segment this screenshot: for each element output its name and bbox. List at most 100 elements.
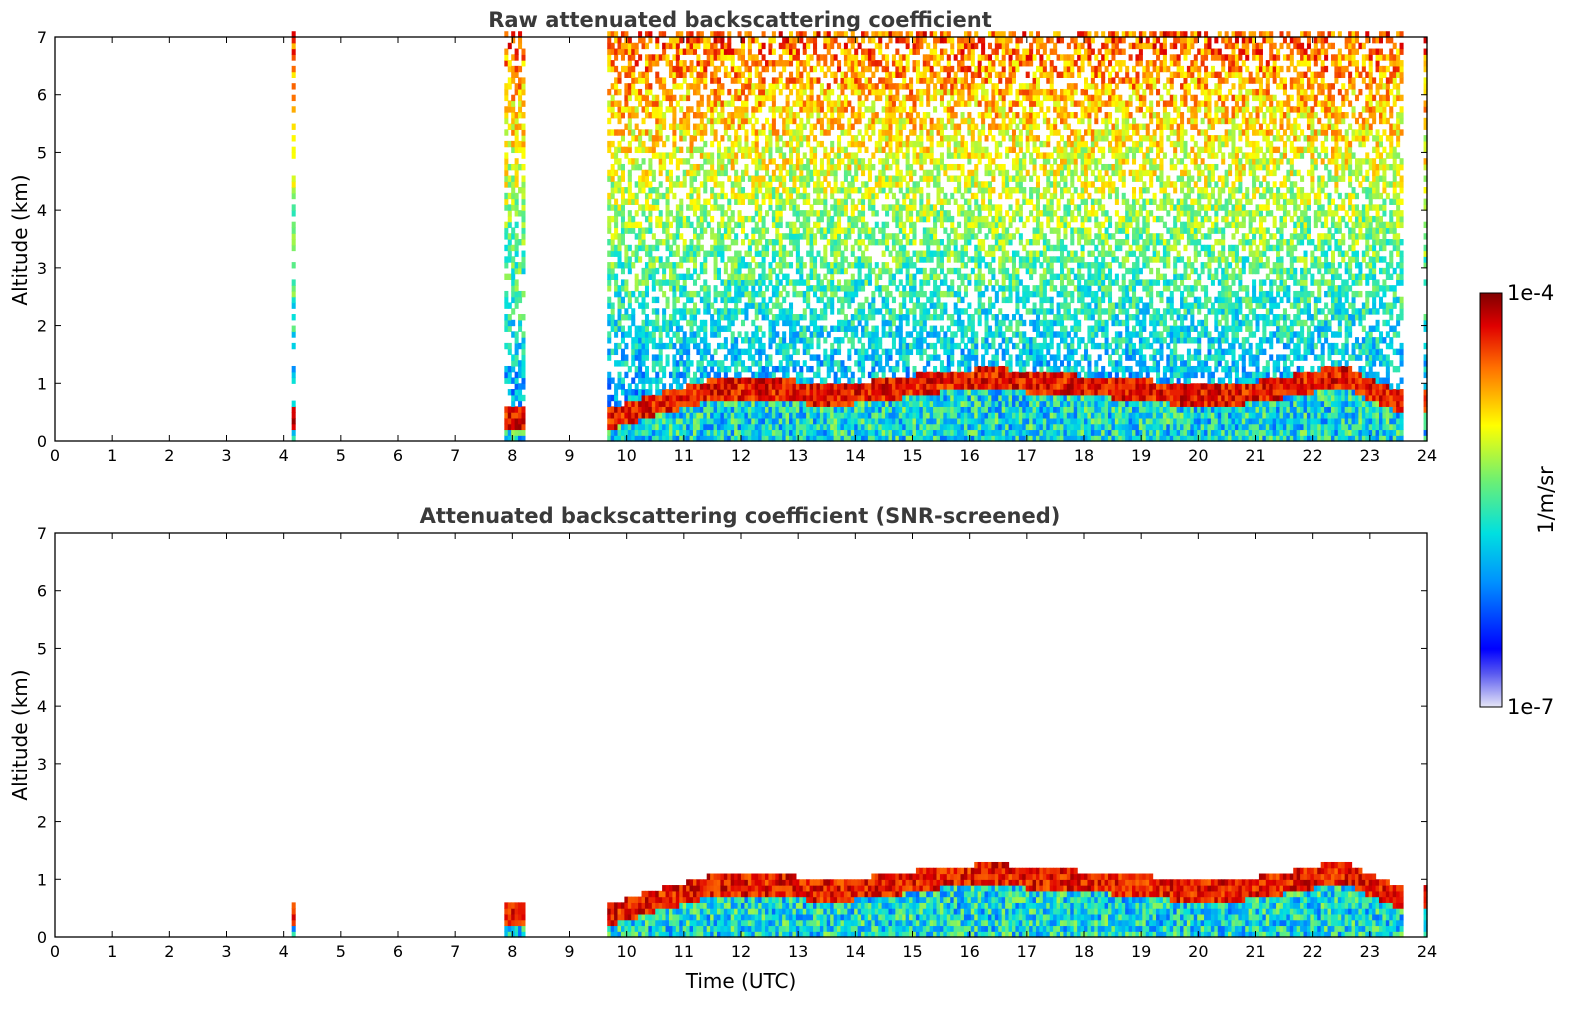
heatmap-cell xyxy=(651,394,656,402)
heatmap-cell xyxy=(723,169,728,177)
heatmap-cell xyxy=(885,285,890,292)
heatmap-cell xyxy=(819,360,824,367)
heatmap-cell xyxy=(898,279,903,286)
heatmap-cell xyxy=(521,435,526,442)
heatmap-cell xyxy=(840,406,845,413)
heatmap-cell xyxy=(768,325,773,332)
heatmap-cell xyxy=(902,117,907,125)
heatmap-cell xyxy=(672,394,677,402)
heatmap-cell xyxy=(699,94,704,102)
heatmap-cell xyxy=(847,296,852,304)
heatmap-cell xyxy=(634,383,639,390)
heatmap-cell xyxy=(699,60,704,67)
heatmap-cell xyxy=(902,221,907,229)
heatmap-cell xyxy=(826,48,831,55)
heatmap-cell xyxy=(837,227,842,234)
heatmap-cell xyxy=(662,325,667,332)
heatmap-cell xyxy=(840,256,845,263)
heatmap-cell xyxy=(521,210,526,217)
heatmap-cell xyxy=(521,129,526,136)
heatmap-cell xyxy=(747,383,752,390)
heatmap-cell xyxy=(716,290,722,298)
heatmap-cell xyxy=(638,239,643,246)
heatmap-cell xyxy=(741,337,746,344)
heatmap-cell xyxy=(837,221,842,229)
heatmap-cell xyxy=(651,100,656,107)
heatmap-cell xyxy=(867,187,872,194)
heatmap-cell xyxy=(507,221,512,229)
heatmap-cell xyxy=(816,389,821,396)
heatmap-cell xyxy=(888,123,893,130)
heatmap-cell xyxy=(720,37,725,44)
heatmap-cell xyxy=(754,250,759,257)
heatmap-cell xyxy=(823,60,828,67)
heatmap-cell xyxy=(816,435,821,442)
heatmap-cell xyxy=(696,308,701,315)
heatmap-cell xyxy=(668,285,673,292)
heatmap-cell xyxy=(895,262,900,269)
heatmap-cell xyxy=(895,129,900,136)
heatmap-cell xyxy=(765,273,770,280)
heatmap-cell xyxy=(929,48,934,55)
heatmap-cell xyxy=(706,296,711,304)
heatmap-cell xyxy=(507,365,512,373)
heatmap-cell xyxy=(620,285,625,292)
heatmap-cell xyxy=(895,394,900,402)
heatmap-cell xyxy=(902,262,907,269)
heatmap-cell xyxy=(675,394,680,402)
heatmap-cell xyxy=(778,233,783,240)
heatmap-cell xyxy=(878,308,883,315)
heatmap-cell xyxy=(857,158,862,165)
heatmap-cell xyxy=(655,360,660,367)
heatmap-cell xyxy=(819,417,824,425)
heatmap-cell xyxy=(909,187,914,194)
heatmap-cell xyxy=(946,198,951,205)
heatmap-cell xyxy=(847,83,852,90)
heatmap-cell xyxy=(854,383,859,390)
heatmap-cell xyxy=(734,314,739,321)
heatmap-cell xyxy=(648,400,653,407)
heatmap-cell xyxy=(761,192,766,200)
heatmap-cell xyxy=(761,365,766,373)
heatmap-cell xyxy=(658,239,663,246)
heatmap-cell xyxy=(765,423,770,431)
heatmap-cell xyxy=(617,383,622,390)
heatmap-cell xyxy=(809,83,814,90)
heatmap-cell xyxy=(902,285,907,292)
heatmap-cell xyxy=(885,354,890,361)
heatmap-cell xyxy=(617,406,622,413)
heatmap-cell xyxy=(854,187,859,194)
heatmap-cell xyxy=(926,308,931,315)
heatmap-cell xyxy=(720,325,725,332)
heatmap-cell xyxy=(837,285,842,292)
heatmap-cell xyxy=(854,152,859,159)
heatmap-cell xyxy=(909,77,914,84)
heatmap-cell xyxy=(754,37,759,44)
heatmap-cell xyxy=(782,412,787,419)
heatmap-cell xyxy=(641,412,646,419)
heatmap-cell xyxy=(850,250,855,257)
heatmap-cell xyxy=(912,279,917,286)
heatmap-cell xyxy=(819,412,824,419)
heatmap-cell xyxy=(813,181,818,188)
heatmap-cell xyxy=(919,152,924,159)
heatmap-cell xyxy=(929,435,934,442)
heatmap-cell xyxy=(895,31,900,38)
heatmap-cell xyxy=(919,285,924,292)
heatmap-cell xyxy=(617,158,622,165)
heatmap-cell xyxy=(888,135,893,142)
heatmap-cell xyxy=(765,94,770,102)
heatmap-cell xyxy=(682,71,687,78)
heatmap-cell xyxy=(813,389,818,396)
heatmap-cell xyxy=(662,262,667,269)
heatmap-cell xyxy=(768,383,773,390)
heatmap-cell xyxy=(658,152,663,159)
heatmap-cell xyxy=(514,112,519,119)
heatmap-cell xyxy=(854,423,859,431)
heatmap-cell xyxy=(919,146,924,154)
heatmap-cell xyxy=(885,239,890,246)
heatmap-cell xyxy=(888,267,893,275)
heatmap-cell xyxy=(624,221,629,229)
heatmap-cell xyxy=(504,423,509,431)
heatmap-cell xyxy=(627,181,632,188)
